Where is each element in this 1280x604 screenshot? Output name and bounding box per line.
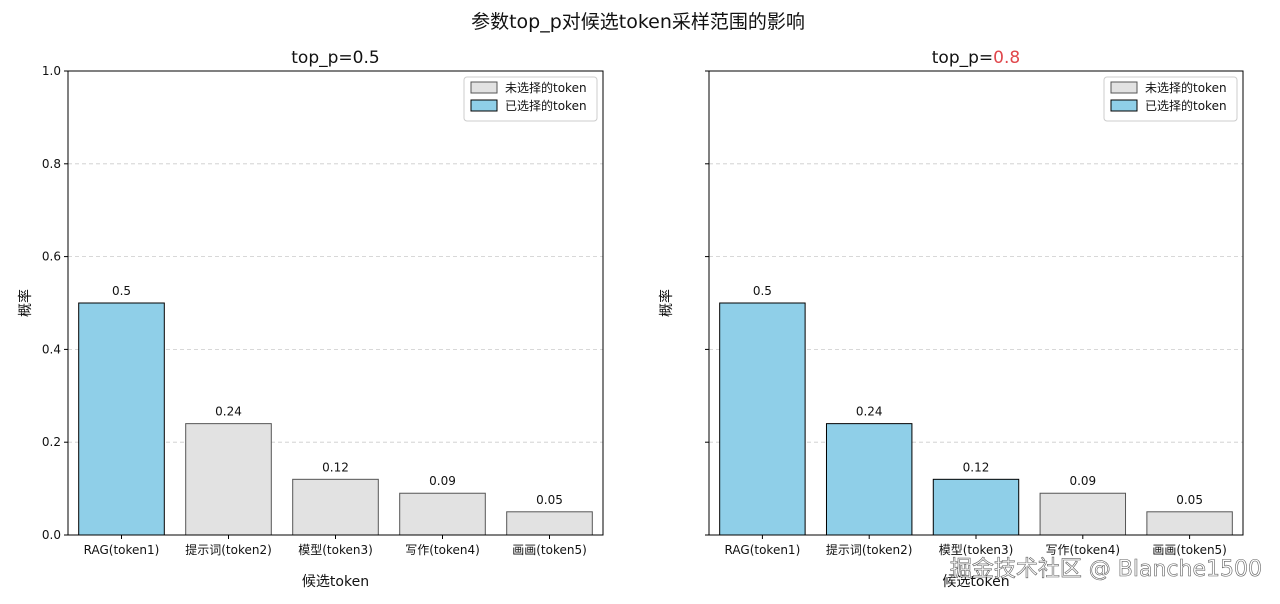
data-label: 0.5	[753, 284, 772, 298]
x-tick-label: 写作(token4)	[405, 543, 480, 557]
plot-frame	[67, 70, 604, 536]
chart-title-value: 0.5	[353, 48, 380, 68]
chart-title: top_p=0.5	[291, 48, 379, 68]
x-tick-label: 写作(token4)	[1046, 543, 1121, 557]
legend-swatch-selected	[1110, 99, 1138, 112]
data-label: 0.12	[322, 460, 349, 474]
bar-unselected	[292, 478, 379, 536]
watermark: 掘金技术社区 @ Blanche1500	[950, 557, 1262, 582]
bar-selected	[719, 302, 806, 536]
legend-label: 未选择的token	[1145, 80, 1227, 95]
bar-unselected	[1039, 492, 1127, 536]
x-axis-label: 候选token	[942, 574, 1009, 590]
y-tick-label: 0.2	[42, 435, 61, 449]
y-tick-label: 0.8	[42, 157, 61, 171]
x-tick-label: 提示词(token2)	[826, 542, 913, 557]
chart-panel-1: 0.5 RAG(token1) 0.24 提示词(token2) 0.12 模型(toke…	[17, 48, 604, 590]
y-tick-label: 0.6	[42, 250, 61, 264]
bar-selected	[932, 478, 1020, 536]
y-tick-label: 0.0	[42, 528, 61, 542]
legend: 未选择的token 已选择的token	[1103, 76, 1238, 122]
data-label: 0.24	[856, 405, 883, 419]
data-label: 0.09	[429, 474, 456, 488]
x-tick-label: RAG(token1)	[725, 543, 801, 557]
x-tick-label: 画画(token5)	[512, 543, 587, 557]
data-label: 0.12	[963, 460, 990, 474]
legend: 未选择的token 已选择的token	[463, 76, 598, 122]
legend-swatch-selected	[470, 99, 498, 112]
y-axis-label: 概率	[658, 289, 675, 317]
chart-title-value: 0.8	[993, 48, 1020, 68]
legend-swatch-unselected	[1110, 81, 1138, 94]
x-tick-label: 模型(token3)	[939, 543, 1014, 557]
data-label: 0.24	[215, 405, 242, 419]
bar-selected	[825, 423, 913, 536]
y-axis-label: 概率	[17, 289, 34, 317]
legend-label: 已选择的token	[505, 98, 587, 113]
bar-selected	[78, 302, 165, 536]
data-label: 0.09	[1069, 474, 1096, 488]
y-tick-label: 1.0	[42, 64, 61, 78]
bar-unselected	[1146, 511, 1233, 536]
data-label: 0.05	[1176, 493, 1203, 507]
bar-unselected	[399, 492, 486, 536]
x-tick-label: 模型(token3)	[298, 543, 373, 557]
x-tick-label: 画画(token5)	[1152, 543, 1227, 557]
legend-label: 未选择的token	[505, 80, 587, 95]
chart-panels: 0.5 RAG(token1) 0.24 提示词(token2) 0.12 模型(toke…	[17, 48, 1244, 590]
legend-label: 已选择的token	[1145, 98, 1227, 113]
y-tick-label: 0.4	[42, 342, 61, 356]
data-label: 0.05	[536, 493, 563, 507]
x-axis-label: 候选token	[302, 574, 369, 590]
plot-frame	[708, 70, 1244, 536]
chart-panel-2: 0.5 RAG(token1) 0.24 提示词(token2) 0.12 模型(toke…	[658, 48, 1244, 590]
chart-title: top_p=0.8	[932, 48, 1020, 68]
x-tick-label: RAG(token1)	[84, 543, 160, 557]
bar-unselected	[506, 511, 593, 536]
figure-title: 参数top_p对候选token采样范围的影响	[471, 11, 805, 33]
bar-unselected	[185, 423, 272, 536]
data-label: 0.5	[112, 284, 131, 298]
chart-title-prefix: top_p=	[291, 48, 352, 68]
x-tick-label: 提示词(token2)	[185, 542, 272, 557]
chart-title-prefix: top_p=	[932, 48, 993, 68]
legend-swatch-unselected	[470, 81, 498, 94]
